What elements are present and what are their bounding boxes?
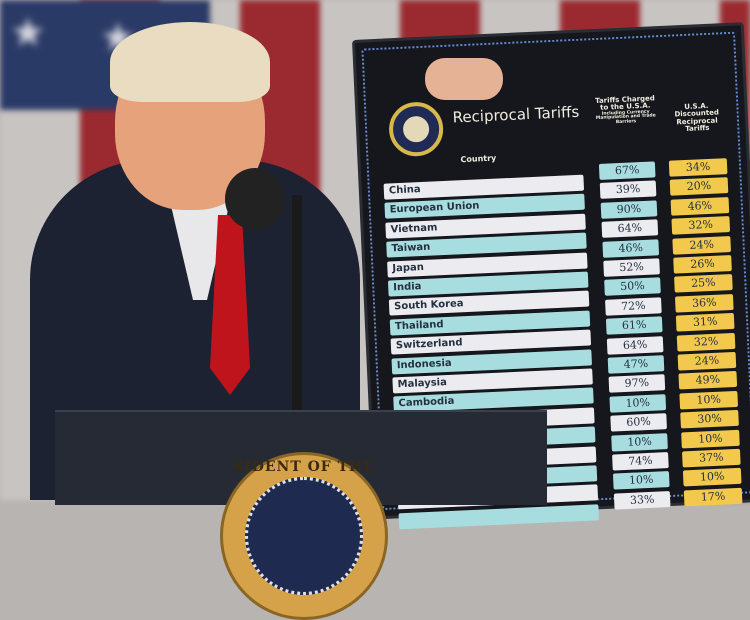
charged-header: Tariffs Charged to the U.S.A. Including C…	[594, 94, 656, 126]
charged-tariff-cell: 10%	[612, 471, 670, 490]
discounted-tariff-cell: 10%	[682, 468, 742, 487]
discounted-tariff-cell: 36%	[674, 293, 734, 313]
charged-tariff-cell: 39%	[599, 180, 657, 200]
speaker-tie	[210, 215, 250, 395]
charged-tariff-cell: 72%	[605, 297, 662, 316]
charged-tariff-cell: 64%	[606, 335, 664, 355]
charged-tariff-cell: 90%	[600, 200, 658, 219]
discounted-tariff-cell: 32%	[676, 332, 736, 352]
discounted-tariff-cell: 37%	[682, 448, 741, 468]
microphone-stand	[292, 195, 302, 410]
discounted-tariff-cell: 10%	[679, 390, 739, 410]
charged-tariff-cell: 61%	[605, 316, 663, 335]
charged-tariff-cell: 60%	[610, 413, 667, 432]
discounted-header: U.S.A. Discounted Reciprocal Tariffs	[674, 101, 720, 134]
discounted-tariff-cell: 31%	[675, 313, 735, 332]
charged-tariff-cell: 67%	[598, 161, 656, 180]
charged-tariff-cell: 74%	[612, 452, 669, 471]
discounted-tariff-cell: 46%	[670, 196, 730, 216]
discounted-tariff-cell: 26%	[673, 255, 732, 274]
charged-tariff-cell: 46%	[602, 238, 660, 258]
discounted-tariff-cell: 17%	[683, 487, 743, 507]
star-icon: ★	[10, 10, 46, 56]
country-header: Country	[460, 153, 497, 165]
discounted-tariff-cell: 49%	[678, 371, 738, 390]
charged-tariff-cell: 33%	[613, 490, 671, 510]
charged-tariff-cell: 47%	[607, 355, 665, 374]
charged-tariff-cell: 97%	[608, 374, 666, 394]
charged-tariff-cell: 10%	[611, 432, 668, 452]
charged-tariff-cell: 52%	[603, 258, 660, 277]
charged-tariff-cell: 50%	[604, 277, 661, 297]
charged-tariff-cell: 10%	[609, 393, 667, 413]
discounted-tariff-cell: 34%	[668, 158, 728, 177]
speaker-hand	[425, 58, 503, 100]
discounted-tariff-cell: 10%	[681, 429, 740, 449]
discounted-tariff-cell: 20%	[669, 177, 729, 197]
discounted-tariff-cell: 30%	[680, 410, 739, 429]
discounted-tariff-cell: 24%	[677, 351, 737, 371]
discounted-tariff-cell: 25%	[674, 274, 733, 294]
discounted-tariff-cell: 32%	[671, 216, 731, 235]
discounted-tariff-cell: 24%	[672, 235, 731, 255]
podium-seal: SIDENT OF THE	[220, 452, 388, 620]
charged-tariff-cell: 64%	[601, 219, 659, 239]
microphone	[225, 168, 285, 230]
speaker-hair	[110, 22, 270, 102]
